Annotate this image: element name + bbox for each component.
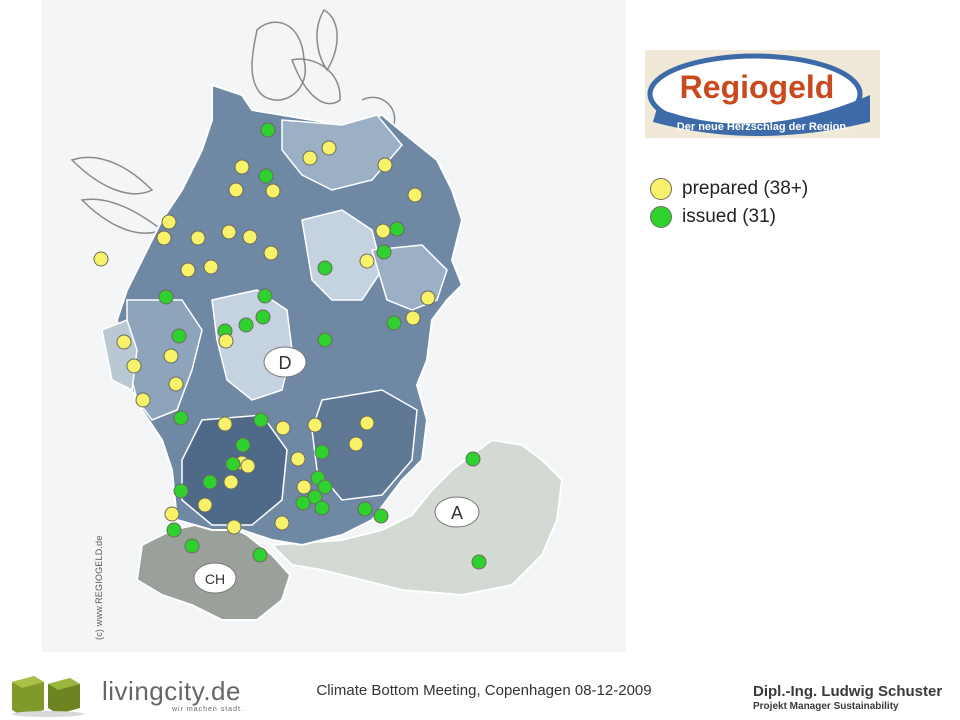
- prepared-marker: [265, 183, 281, 199]
- prepared-marker: [375, 223, 391, 239]
- prepared-marker: [197, 497, 213, 513]
- issued-marker: [357, 501, 373, 517]
- state-mid-bavaria: [311, 389, 418, 501]
- prepared-marker: [296, 479, 312, 495]
- livingcity-brand: livingcity.de: [102, 676, 241, 706]
- meeting-caption: Climate Bottom Meeting, Copenhagen 08-12…: [316, 682, 652, 699]
- issued-marker: [471, 554, 487, 570]
- prepared-marker: [377, 157, 393, 173]
- issued-marker: [314, 444, 330, 460]
- logo-name: Regiogeld: [680, 69, 835, 105]
- issued-marker: [252, 547, 268, 563]
- prepared-marker: [226, 519, 242, 535]
- issued-marker: [307, 489, 323, 505]
- prepared-marker: [156, 230, 172, 246]
- prepared-marker: [321, 140, 337, 156]
- prepared-marker: [359, 415, 375, 431]
- svg-text:D: D: [279, 353, 292, 373]
- state-light-center-north: [301, 209, 383, 301]
- issued-marker: [202, 474, 218, 490]
- state-mid-north: [281, 114, 403, 191]
- author-role: Projekt Manager Sustainability: [753, 701, 899, 712]
- issued-marker: [389, 221, 405, 237]
- issued-marker: [238, 317, 254, 333]
- copyright-text: (c) www.REGIOGELD.de: [94, 535, 104, 640]
- issued-marker: [253, 412, 269, 428]
- prepared-marker: [163, 348, 179, 364]
- country-label-germany: D: [263, 346, 307, 378]
- svg-text:A: A: [451, 503, 463, 523]
- prepared-marker: [203, 259, 219, 275]
- issued-marker: [317, 260, 333, 276]
- author-name: Dipl.-Ing. Ludwig Schuster: [753, 683, 943, 700]
- issued-marker: [373, 508, 389, 524]
- austria-region: [269, 438, 564, 597]
- prepared-marker: [223, 474, 239, 490]
- prepared-marker: [263, 245, 279, 261]
- prepared-marker: [180, 262, 196, 278]
- prepared-marker: [348, 436, 364, 452]
- issued-marker: [314, 500, 330, 516]
- issued-marker: [225, 456, 241, 472]
- map-legend: prepared (38+) issued (31): [646, 170, 880, 232]
- prepared-dot-icon: [650, 178, 672, 200]
- prepared-marker: [405, 310, 421, 326]
- prepared-marker: [221, 224, 237, 240]
- prepared-marker: [307, 417, 323, 433]
- issued-dot-icon: [650, 206, 672, 228]
- prepared-marker: [164, 506, 180, 522]
- issued-marker: [255, 309, 271, 325]
- prepared-marker: [274, 515, 290, 531]
- issued-marker: [166, 522, 182, 538]
- issued-marker: [260, 122, 276, 138]
- issued-marker: [376, 244, 392, 260]
- issued-marker: [173, 410, 189, 426]
- legend-item-issued: issued (31): [650, 204, 776, 230]
- issued-marker: [317, 332, 333, 348]
- prepared-marker: [135, 392, 151, 408]
- issued-marker: [173, 483, 189, 499]
- issued-marker: [171, 328, 187, 344]
- issued-marker: [158, 289, 174, 305]
- prepared-marker: [240, 458, 256, 474]
- livingcity-logo-graphic: [12, 676, 84, 717]
- prepared-marker: [116, 334, 132, 350]
- prepared-marker: [290, 451, 306, 467]
- legend-item-prepared: prepared (38+): [650, 176, 808, 202]
- regiogeld-map: D A CH (c) www.REGIOGELD.de: [42, 0, 626, 652]
- prepared-marker: [93, 251, 109, 267]
- issued-marker: [257, 288, 273, 304]
- regiogeld-dots: [93, 122, 487, 570]
- svg-text:CH: CH: [205, 571, 225, 587]
- prepared-marker: [218, 333, 234, 349]
- prepared-marker: [359, 253, 375, 269]
- issued-marker: [386, 315, 402, 331]
- prepared-marker: [161, 214, 177, 230]
- regiogeld-logo: Regiogeld Der neue Herzschlag der Region…: [645, 50, 880, 138]
- logo-slogan: Der neue Herzschlag der Region.: [677, 121, 849, 133]
- issued-marker: [235, 437, 251, 453]
- prepared-marker: [217, 416, 233, 432]
- issued-marker: [317, 479, 333, 495]
- country-label-switzerland: CH: [193, 562, 237, 594]
- prepared-marker: [275, 420, 291, 436]
- prepared-marker: [242, 229, 258, 245]
- prepared-marker: [420, 290, 436, 306]
- country-label-austria: A: [434, 496, 480, 528]
- prepared-marker: [234, 159, 250, 175]
- livingcity-tagline: wir machen stadt.: [172, 706, 244, 713]
- prepared-marker: [126, 358, 142, 374]
- prepared-marker: [190, 230, 206, 246]
- prepared-marker: [168, 376, 184, 392]
- legend-label-prepared: prepared (38+): [682, 178, 809, 199]
- issued-marker: [184, 538, 200, 554]
- prepared-marker: [407, 187, 423, 203]
- issued-marker: [465, 451, 481, 467]
- prepared-marker: [302, 150, 318, 166]
- map-canvas: D A CH: [70, 8, 564, 621]
- issued-marker: [295, 495, 311, 511]
- prepared-marker: [228, 182, 244, 198]
- issued-marker: [258, 168, 274, 184]
- legend-label-issued: issued (31): [682, 206, 776, 227]
